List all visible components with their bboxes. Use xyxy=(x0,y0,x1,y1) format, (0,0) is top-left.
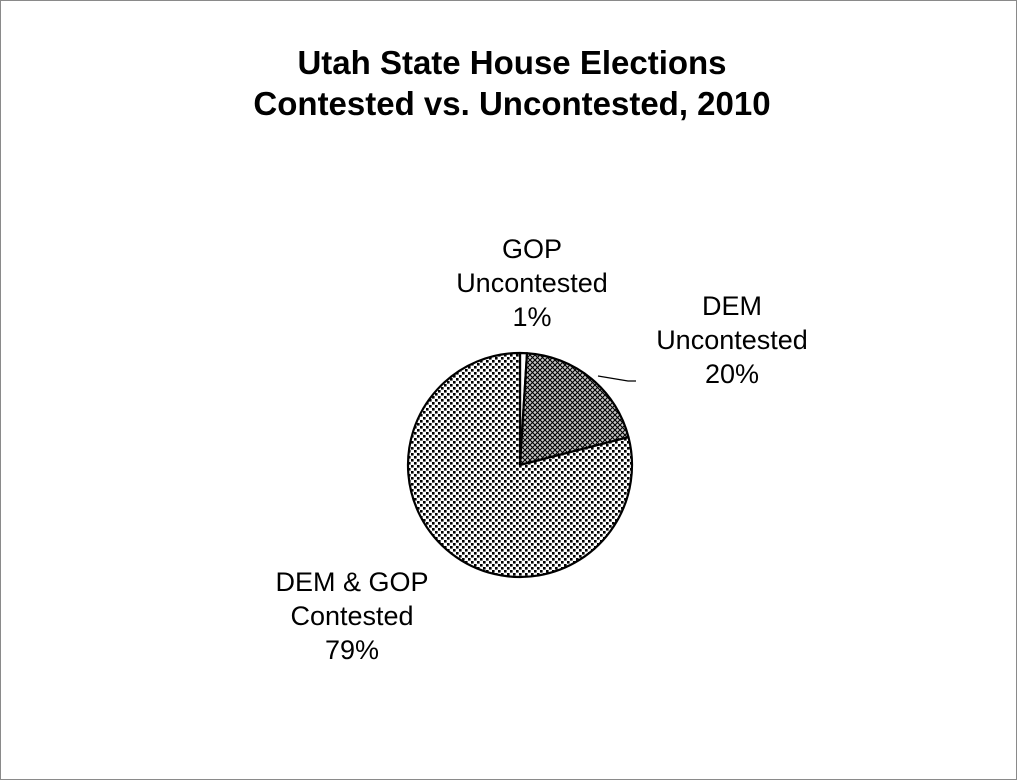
slice-label-0-line-2: 1% xyxy=(512,302,551,332)
leader-line-1 xyxy=(597,375,636,382)
slice-label-0-line-1: Uncontested xyxy=(456,268,608,298)
chart-subtitle: Contested vs. Uncontested, 2010 xyxy=(253,85,770,122)
slice-label-2-line-2: 79% xyxy=(325,635,379,665)
slice-label-2-line-1: Contested xyxy=(290,601,413,631)
slice-label-2-line-0: DEM & GOP xyxy=(275,567,428,597)
pie-labels: GOP Uncontested 1% DEM Uncontested 20% DEM & G… xyxy=(275,234,807,665)
chart-title: Utah State House Elections xyxy=(297,44,726,81)
slice-label-1-line-0: DEM xyxy=(702,291,762,321)
pie-slices xyxy=(406,351,634,579)
pie-slice-2 xyxy=(406,351,634,579)
slice-label-0-line-0: GOP xyxy=(502,234,562,264)
slice-label-1-line-2: 20% xyxy=(705,359,759,389)
pie-slice-1 xyxy=(518,352,630,467)
slice-label-1-line-1: Uncontested xyxy=(656,325,808,355)
